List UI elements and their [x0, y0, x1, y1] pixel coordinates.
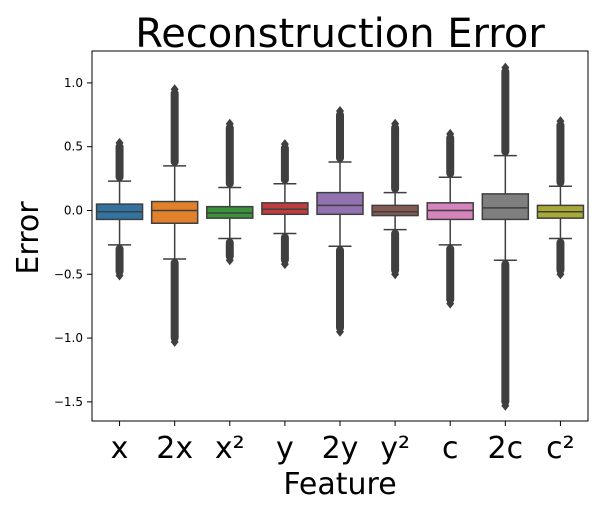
- outlier-marker-max: [115, 137, 124, 148]
- x-tick-label: c²: [546, 431, 575, 466]
- box-iqr: [371, 204, 419, 217]
- outlier-band-low: [170, 258, 179, 342]
- plot-area-frame: [91, 50, 589, 422]
- outlier-band-high: [115, 142, 124, 182]
- y-tick-label: −0.5: [54, 267, 83, 281]
- box-iqr: [150, 200, 199, 224]
- x-tick-label: y: [276, 431, 294, 466]
- outlier-marker-max: [501, 62, 510, 73]
- outlier-marker-max: [336, 105, 344, 116]
- outlier-band-low: [225, 238, 234, 261]
- outlier-marker-min: [280, 259, 289, 270]
- outlier-band-high: [556, 121, 565, 187]
- outlier-marker-min: [115, 270, 124, 281]
- outlier-band-high: [501, 67, 510, 156]
- outlier-marker-max: [280, 139, 289, 150]
- x-tick-label: 2x: [156, 431, 193, 466]
- y-tick-label: −1.5: [54, 395, 83, 409]
- chart-title: Reconstruction Error: [135, 11, 545, 57]
- outlier-band-low: [446, 244, 455, 304]
- box-9: [536, 116, 585, 280]
- outlier-band-high: [225, 123, 234, 188]
- outlier-marker-max: [170, 84, 179, 95]
- outlier-band-low: [336, 246, 344, 332]
- outlier-band-high: [391, 123, 400, 193]
- box-series: [95, 62, 585, 411]
- outlier-marker-max: [446, 128, 455, 139]
- y-tick-label: 1.0: [64, 76, 83, 90]
- outlier-marker-max: [556, 116, 565, 127]
- outlier-marker-min: [225, 255, 234, 266]
- outlier-marker-max: [225, 118, 234, 129]
- outlier-band-high: [280, 144, 289, 184]
- x-tick-label: c: [442, 431, 459, 466]
- outlier-marker-min: [556, 269, 565, 280]
- outlier-marker-min: [170, 336, 179, 347]
- y-tick-label: 0.5: [64, 140, 83, 154]
- box-iqr: [481, 193, 530, 221]
- box-iqr: [316, 191, 364, 216]
- box-2: [150, 84, 199, 347]
- outlier-band-high: [336, 110, 344, 162]
- outlier-band-low: [115, 244, 124, 276]
- box-4: [261, 139, 309, 270]
- y-tick-label: 0.0: [64, 203, 83, 217]
- outlier-band-low: [391, 229, 400, 275]
- outlier-marker-min: [446, 298, 455, 309]
- x-tick-label: x²: [215, 431, 245, 466]
- y-axis-ticks: 1.0 0.5 0.0 −0.5 −1.0 −1.5: [54, 76, 92, 409]
- x-tick-label: 2c: [488, 431, 524, 466]
- x-tick-label: x: [111, 431, 129, 466]
- outlier-band-low: [501, 260, 510, 406]
- outlier-band-low: [556, 238, 565, 275]
- outlier-band-high: [446, 133, 455, 178]
- x-tick-label: y²: [380, 431, 410, 466]
- outlier-marker-max: [391, 118, 400, 129]
- outlier-band-low: [280, 233, 289, 265]
- box-1: [95, 137, 144, 281]
- box-5: [316, 105, 364, 337]
- outlier-band-high: [170, 89, 179, 166]
- outlier-marker-min: [336, 326, 344, 337]
- box-7: [426, 128, 474, 309]
- x-tick-label: 2y: [322, 431, 359, 466]
- x-axis-label: Feature: [283, 467, 396, 502]
- box-8: [481, 62, 530, 411]
- y-tick-label: −1.0: [54, 331, 83, 345]
- box-3: [206, 118, 254, 266]
- y-axis-label: Error: [11, 201, 46, 275]
- x-axis-ticks: x 2x x² y 2y y² c 2c c²: [111, 421, 575, 466]
- outlier-marker-min: [501, 400, 510, 411]
- box-6: [371, 118, 419, 280]
- outlier-marker-min: [391, 269, 400, 280]
